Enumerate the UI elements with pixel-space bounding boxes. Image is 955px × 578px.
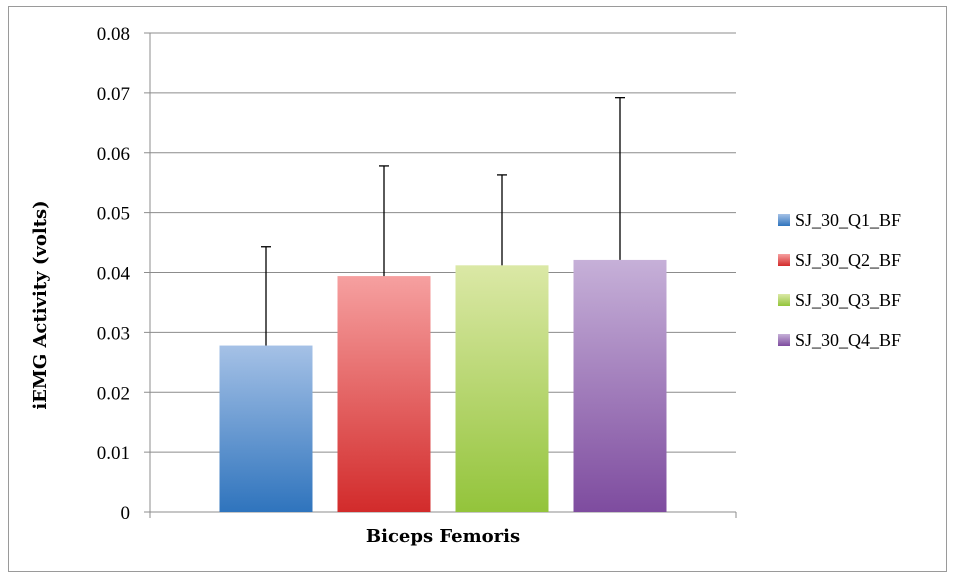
- y-tick-label: 0.02: [97, 383, 130, 404]
- legend-swatch-SJ_30_Q3_BF: [778, 294, 790, 306]
- x-axis-title: Biceps Femoris: [366, 526, 520, 547]
- y-tick-label: 0.03: [97, 323, 130, 344]
- y-tick-label: 0.04: [97, 264, 131, 285]
- y-tick-labels: 0 0.01 0.02 0.03 0.04 0.05 0.06 0.07 0.08: [97, 24, 131, 524]
- legend-label-SJ_30_Q3_BF: SJ_30_Q3_BF: [795, 290, 901, 310]
- y-tick-label: 0.01: [97, 443, 130, 464]
- bar-SJ_30_Q2_BF: [337, 276, 431, 512]
- error-bars: [261, 97, 625, 346]
- y-tick-label: 0.05: [97, 204, 130, 225]
- bar-SJ_30_Q1_BF: [219, 345, 313, 512]
- bars: [219, 259, 667, 512]
- bar-SJ_30_Q4_BF: [573, 259, 667, 512]
- legend-label-SJ_30_Q4_BF: SJ_30_Q4_BF: [795, 330, 901, 350]
- legend-swatch-SJ_30_Q1_BF: [778, 214, 790, 226]
- bar-SJ_30_Q3_BF: [455, 265, 549, 512]
- legend-label-SJ_30_Q2_BF: SJ_30_Q2_BF: [795, 250, 901, 270]
- legend-swatch-SJ_30_Q2_BF: [778, 254, 790, 266]
- y-axis-title: iEMG Activity (volts): [30, 200, 51, 409]
- y-tick-label: 0.06: [97, 144, 130, 165]
- y-tick-label: 0.08: [97, 24, 130, 45]
- legend-swatch-SJ_30_Q4_BF: [778, 334, 790, 346]
- legend-label-SJ_30_Q1_BF: SJ_30_Q1_BF: [795, 210, 901, 230]
- legend: SJ_30_Q1_BF SJ_30_Q2_BF SJ_30_Q3_BF SJ_30_Q…: [778, 210, 901, 350]
- y-tick-label: 0: [121, 503, 131, 524]
- y-tick-label: 0.07: [97, 84, 130, 105]
